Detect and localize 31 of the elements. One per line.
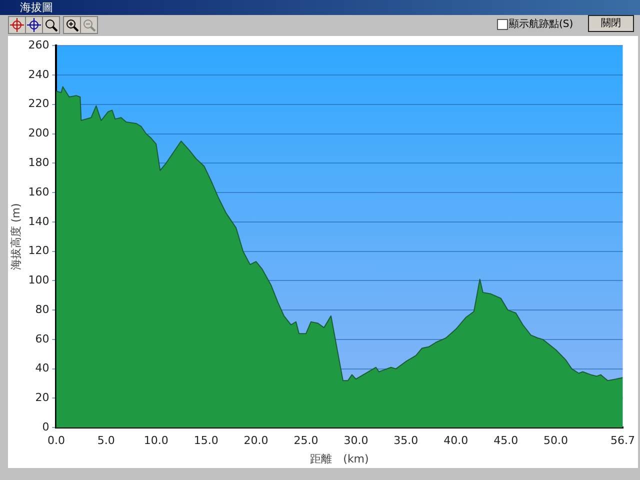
x-tick-label: 30.0 bbox=[344, 434, 368, 448]
text: 關閉 bbox=[588, 15, 634, 32]
x-tick-label: 56.7 bbox=[610, 434, 636, 448]
y-tick-label: 160 bbox=[28, 185, 50, 198]
y-tick-label: 0 bbox=[42, 420, 50, 434]
x-tick-label: 5.0 bbox=[97, 434, 115, 448]
x-tick-label: 35.0 bbox=[394, 434, 418, 448]
x-tick-label: 25.0 bbox=[294, 434, 318, 448]
x-tick-label: 10.0 bbox=[144, 434, 168, 448]
y-tick-label: 20 bbox=[35, 391, 50, 404]
y-tick-label: 40 bbox=[35, 362, 50, 375]
y-tick-label: 180 bbox=[28, 156, 50, 169]
y-tick-label: 220 bbox=[28, 97, 50, 110]
x-tick-label: 40.0 bbox=[444, 434, 468, 448]
y-tick-label: 260 bbox=[28, 38, 50, 52]
x-tick-label: 0.0 bbox=[47, 434, 65, 448]
x-tick-label: 20.0 bbox=[244, 434, 268, 448]
y-tick-label: 200 bbox=[28, 126, 50, 140]
x-tick-label: 50.0 bbox=[544, 434, 568, 448]
x-axis-title: 距離 (km) bbox=[310, 452, 369, 466]
y-axis-title: 海拔高度 (m) bbox=[9, 203, 22, 270]
chart-title: 海拔圖 bbox=[0, 0, 640, 15]
y-tick-label: 60 bbox=[35, 332, 50, 346]
text: 顯示航跡點(S) bbox=[509, 18, 574, 31]
y-tick-label: 140 bbox=[28, 214, 50, 228]
y-tick-label: 100 bbox=[28, 274, 50, 287]
x-tick-label: 15.0 bbox=[194, 434, 218, 448]
y-tick-label: 240 bbox=[28, 68, 50, 81]
y-tick-label: 120 bbox=[28, 244, 50, 258]
y-tick-label: 80 bbox=[35, 302, 50, 316]
x-tick-label: 45.0 bbox=[494, 434, 518, 448]
